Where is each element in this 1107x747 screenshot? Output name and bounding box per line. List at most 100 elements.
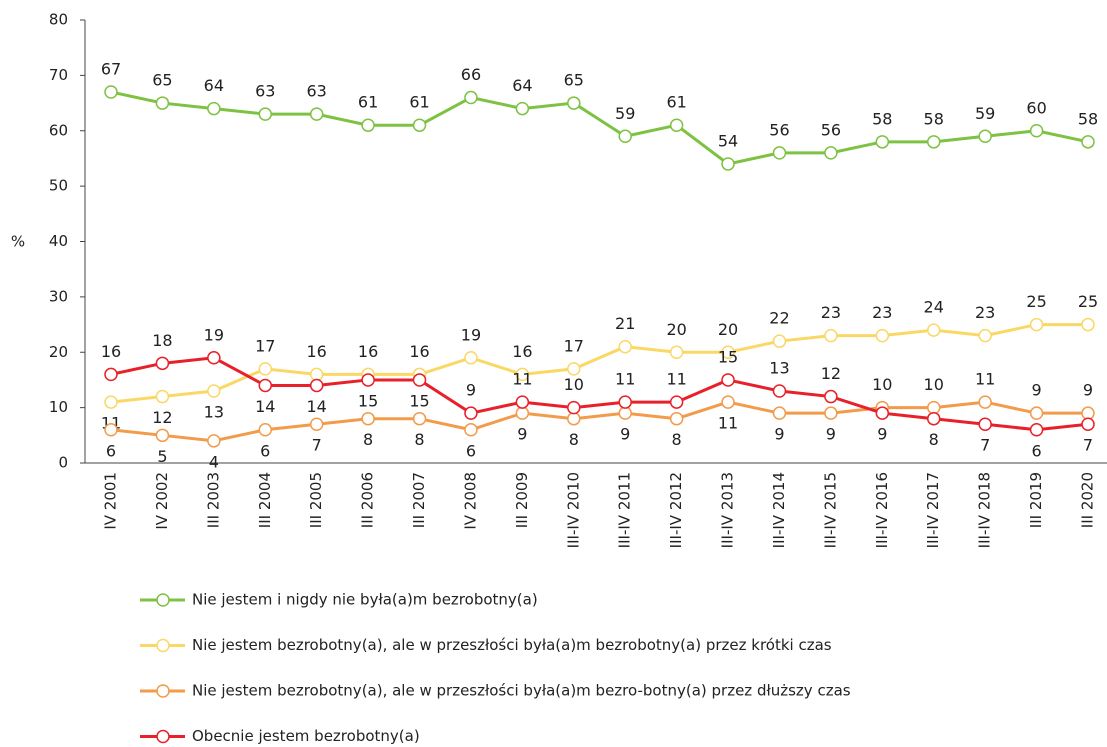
y-tick-label: 40 [49, 232, 68, 250]
point [669, 395, 684, 409]
data-label: 16 [512, 342, 532, 361]
point [772, 406, 787, 420]
data-label: 4 [209, 452, 219, 471]
point [1029, 406, 1044, 420]
data-label: 6 [260, 441, 270, 460]
y-tick-label: 50 [49, 177, 68, 195]
point [721, 345, 735, 359]
data-label: 9 [466, 381, 476, 400]
point [464, 423, 478, 437]
point [772, 146, 787, 160]
data-label: 25 [1026, 292, 1046, 311]
data-label: 5 [157, 447, 167, 466]
data-label: 56 [821, 120, 841, 139]
point [926, 400, 941, 415]
data-label: 6 [466, 441, 476, 460]
point [515, 406, 530, 420]
data-label: 15 [718, 347, 738, 366]
data-label: 11 [512, 370, 532, 389]
data-label: 11 [666, 370, 686, 389]
data-label: 15 [409, 391, 429, 410]
point [567, 362, 581, 376]
point [155, 389, 170, 404]
x-tick-label: III 2006 [359, 472, 377, 528]
data-label: 8 [929, 430, 939, 449]
point [669, 411, 684, 426]
data-label: 59 [615, 104, 635, 123]
data-label: 22 [769, 309, 789, 328]
legend-label: Nie jestem i nigdy nie była(a)m bezrobot… [192, 591, 538, 609]
point [926, 323, 941, 337]
legend-marker [156, 729, 170, 744]
point [412, 373, 427, 387]
point [721, 373, 735, 387]
point [207, 384, 221, 398]
point [567, 411, 581, 426]
x-tick-label: III-IV 2012 [667, 472, 685, 548]
data-label: 11 [975, 370, 995, 389]
data-label: 8 [363, 430, 373, 449]
data-label: 19 [461, 325, 481, 344]
x-tick-label: III-IV 2018 [976, 472, 994, 548]
data-label: 65 [564, 71, 584, 90]
data-label: 6 [1031, 441, 1041, 460]
point [824, 406, 838, 420]
point [772, 334, 787, 348]
data-label: 12 [152, 408, 172, 427]
point [978, 129, 992, 144]
x-tick-label: III 2019 [1027, 472, 1045, 528]
data-label: 23 [872, 303, 892, 322]
data-label: 20 [718, 320, 738, 339]
x-tick-label: III-IV 2016 [873, 472, 891, 548]
data-label: 9 [774, 425, 784, 444]
x-tick-label: III-IV 2011 [616, 472, 634, 548]
data-label: 58 [872, 109, 892, 128]
data-label: 60 [1026, 98, 1046, 117]
point [412, 411, 427, 426]
point [309, 417, 324, 431]
point [824, 328, 838, 343]
series-line [110, 90, 1089, 166]
point [104, 85, 118, 99]
data-label: 8 [672, 430, 682, 449]
data-label: 63 [307, 82, 327, 101]
data-label: 23 [821, 303, 841, 322]
point [669, 345, 684, 359]
legend-label: Obecnie jestem bezrobotny(a) [192, 727, 420, 745]
y-axis-label: % [11, 233, 25, 251]
legend-marker [156, 638, 170, 653]
x-tick-label: III 2020 [1079, 472, 1097, 528]
series-line [110, 323, 1088, 404]
point [207, 101, 221, 116]
point [104, 423, 118, 437]
point [618, 339, 632, 354]
point [1081, 406, 1095, 420]
point [361, 118, 375, 132]
data-label: 23 [975, 303, 995, 322]
data-label: 54 [718, 131, 738, 150]
data-label: 16 [358, 342, 378, 361]
x-tick-label: III 2004 [256, 472, 274, 528]
data-label: 61 [358, 93, 378, 112]
point [618, 395, 632, 409]
data-label: 6 [106, 441, 116, 460]
data-label: 25 [1078, 292, 1098, 311]
legend-marker [156, 593, 170, 607]
data-label: 21 [615, 314, 635, 333]
data-label: 11 [718, 414, 738, 433]
point [1029, 317, 1044, 332]
x-tick-label: III 2005 [307, 472, 325, 528]
data-label: 63 [255, 82, 275, 101]
data-label: 58 [1078, 109, 1098, 128]
point [309, 378, 324, 393]
point [155, 428, 170, 443]
point [464, 90, 478, 105]
point [875, 406, 890, 420]
y-tick-label: 70 [49, 66, 68, 84]
point [412, 118, 427, 132]
point [207, 351, 221, 365]
x-tick-label: III-IV 2015 [821, 472, 839, 548]
data-label: 9 [1083, 381, 1093, 400]
data-label: 17 [255, 336, 275, 355]
